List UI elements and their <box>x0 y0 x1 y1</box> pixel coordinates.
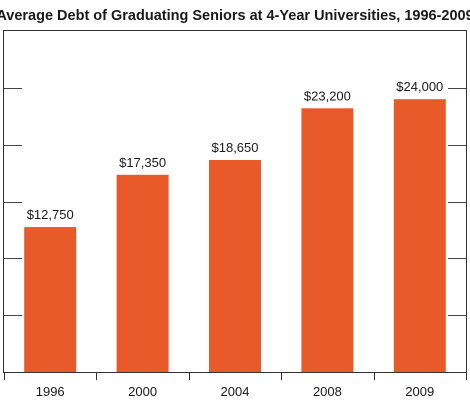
value-labels: $12,750 $17,350 $18,650 $23,200 $24,000 <box>27 79 444 222</box>
bar-value-label: $24,000 <box>396 79 443 94</box>
bar-value-label: $17,350 <box>119 155 166 170</box>
x-tick-label: 1996 <box>36 384 65 399</box>
x-tick-label: 2004 <box>221 384 250 399</box>
gridlines <box>4 88 466 316</box>
bars <box>24 99 446 372</box>
x-tick-label: 2009 <box>405 384 434 399</box>
plot-frame <box>3 30 467 373</box>
bar-value-label: $23,200 <box>304 88 351 103</box>
bar-value-label: $18,650 <box>212 140 259 155</box>
x-tick-label: 2008 <box>313 384 342 399</box>
chart-title: Average Debt of Graduating Seniors at 4-… <box>0 8 470 24</box>
bar-1996 <box>24 227 77 372</box>
bar-2000 <box>116 174 169 372</box>
x-axis: 1996 2000 2004 2008 2009 <box>4 372 467 399</box>
bar-2004 <box>209 160 261 372</box>
bar-value-label: $12,750 <box>27 207 74 222</box>
x-tick-label: 2000 <box>128 384 157 399</box>
bar-2009 <box>393 99 446 372</box>
bar-2008 <box>301 108 354 372</box>
